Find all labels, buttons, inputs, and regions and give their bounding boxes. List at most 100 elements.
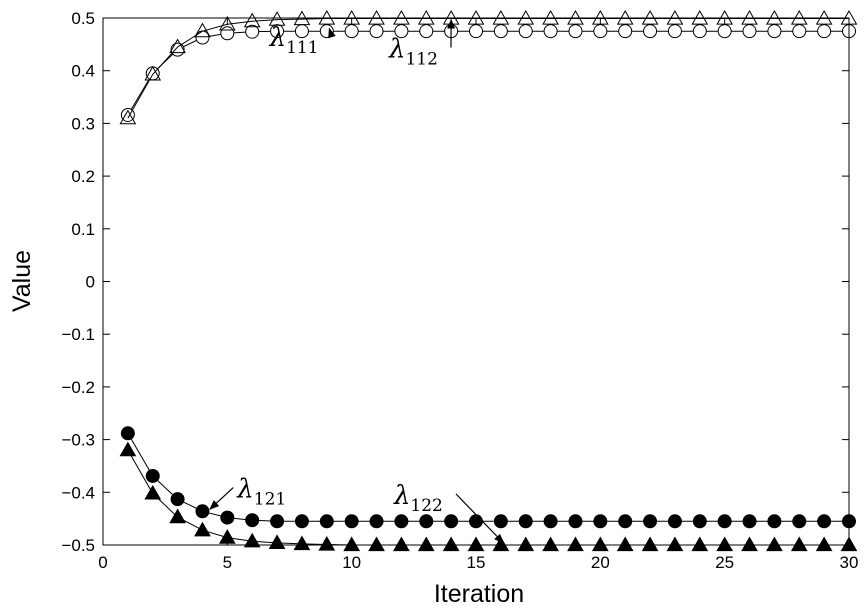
data-point-l121 (518, 514, 533, 529)
data-point-l121 (444, 514, 459, 529)
data-point-l111 (667, 24, 682, 39)
annotation-symbol: λ (388, 35, 405, 65)
data-point-l122 (169, 508, 186, 524)
data-point-l121 (543, 514, 558, 529)
data-point-l111 (369, 24, 384, 39)
data-point-l121 (195, 504, 210, 519)
annotation-subscript: 122 (410, 496, 442, 516)
y-tick-label: 0.3 (71, 114, 95, 133)
data-point-l122 (815, 536, 833, 552)
data-point-l111 (692, 24, 707, 39)
data-point-l121 (419, 514, 434, 529)
data-point-l121 (717, 514, 732, 529)
data-point-l112 (119, 109, 137, 125)
data-point-l121 (145, 468, 160, 483)
plot-frame (102, 17, 850, 546)
data-point-l112 (194, 22, 211, 38)
data-point-l121 (792, 514, 807, 529)
data-point-l122 (293, 535, 311, 551)
data-point-l111 (742, 24, 757, 39)
data-point-l121 (692, 514, 707, 529)
data-point-l111 (469, 24, 483, 39)
annotation-l122: λ122 (393, 481, 443, 516)
y-tick-label: 0.1 (71, 220, 95, 239)
annotation-symbol: λ (236, 475, 253, 505)
series-line-l122 (127, 449, 849, 546)
y-tick-label: −0.4 (61, 483, 95, 502)
data-point-l111 (394, 24, 409, 39)
chart-marks (119, 10, 858, 552)
annotation-symbol: λ (269, 23, 286, 53)
data-point-l122 (567, 536, 584, 552)
data-point-l121 (568, 514, 583, 529)
x-tick-label: 25 (715, 553, 734, 572)
x-tick-label: 5 (223, 553, 232, 572)
annotation-l121: λ121 (236, 475, 286, 510)
data-point-l121 (245, 513, 260, 528)
data-point-l121 (344, 514, 359, 529)
data-point-l121 (220, 510, 235, 525)
data-point-l121 (618, 514, 633, 529)
data-point-l121 (294, 514, 309, 529)
data-point-l111 (618, 24, 633, 39)
data-point-l122 (393, 536, 410, 552)
x-axis-label: Iteration (434, 580, 524, 608)
data-point-l111 (717, 24, 732, 39)
data-point-l121 (667, 514, 682, 529)
data-point-l122 (666, 536, 684, 552)
data-point-l121 (593, 514, 608, 529)
series-line-l111 (127, 30, 849, 116)
data-point-l121 (369, 514, 384, 529)
data-point-l121 (469, 514, 483, 529)
data-point-l111 (419, 24, 434, 39)
data-point-l122 (790, 536, 808, 552)
data-point-l122 (517, 536, 535, 552)
data-point-l112 (218, 15, 236, 31)
data-point-l112 (144, 65, 162, 81)
data-point-l122 (492, 536, 510, 552)
annotation-arrow-l121 (209, 487, 234, 510)
chart-axes: 0 5 10 15 20 25 30 0.5 0.4 0.3 0.2 0.1 0 −0.1 −0.2 −0.3… (61, 9, 858, 572)
data-point-l122 (741, 536, 758, 552)
data-point-l122 (616, 536, 634, 552)
data-point-l121 (170, 492, 185, 507)
data-point-l121 (767, 514, 782, 529)
data-point-l111 (170, 42, 185, 57)
x-tick-label: 30 (840, 553, 859, 572)
data-point-l112 (243, 12, 261, 28)
data-point-l111 (593, 24, 608, 39)
annotation-subscript: 121 (254, 490, 286, 510)
x-tick-label: 0 (98, 553, 107, 572)
data-point-l122 (243, 532, 261, 548)
data-point-l122 (318, 535, 336, 551)
y-tick-label: 0.5 (71, 9, 95, 28)
annotation-subscript: 111 (286, 38, 318, 58)
y-tick-label: 0 (86, 273, 95, 292)
data-point-l121 (817, 514, 832, 529)
data-point-l122 (417, 536, 435, 552)
data-point-l122 (268, 534, 286, 550)
data-point-l122 (119, 441, 137, 457)
data-point-l111 (270, 24, 285, 39)
data-point-l111 (792, 24, 807, 39)
data-point-l121 (742, 514, 757, 529)
x-tick-label: 20 (591, 553, 610, 572)
data-point-l111 (220, 26, 235, 41)
data-point-l111 (493, 24, 508, 39)
series-line-l121 (127, 433, 849, 522)
y-tick-label: −0.5 (61, 536, 95, 555)
data-point-l121 (493, 514, 508, 529)
data-point-l122 (144, 484, 162, 500)
data-point-l122 (641, 536, 659, 552)
y-tick-label: 0.4 (71, 62, 95, 81)
series-line-l112 (127, 18, 849, 119)
data-point-l122 (368, 536, 385, 552)
annotation-subscript: 112 (405, 50, 437, 70)
data-point-l122 (766, 536, 783, 552)
x-tick-label: 10 (342, 553, 361, 572)
data-point-l111 (543, 24, 558, 39)
data-point-l112 (169, 38, 186, 54)
x-tick-label: 15 (467, 553, 486, 572)
y-tick-label: −0.1 (61, 325, 95, 344)
